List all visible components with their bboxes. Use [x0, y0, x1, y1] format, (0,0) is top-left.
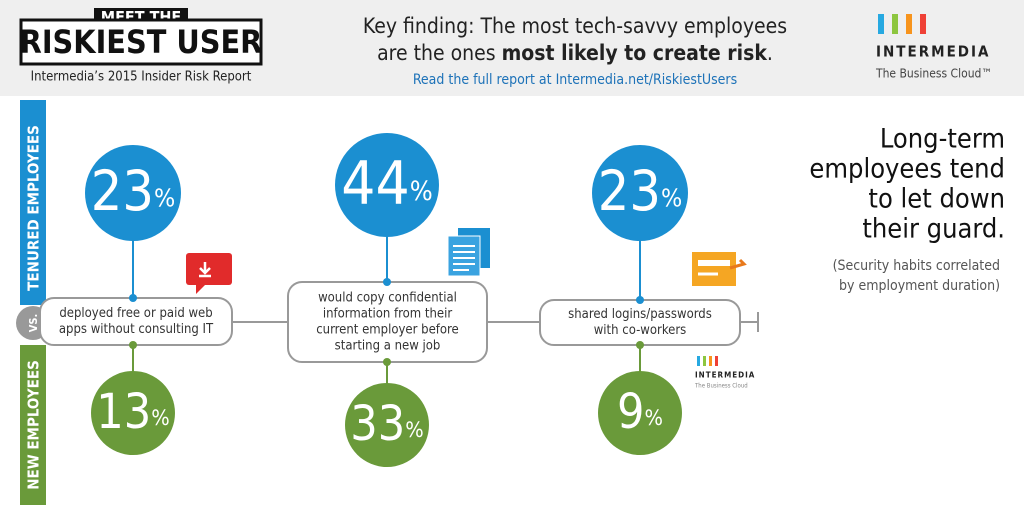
percentage: 13% — [96, 384, 169, 440]
card-icon — [692, 252, 747, 286]
percentage: 23% — [91, 160, 175, 224]
sidebar-note: (Security habits correlated — [833, 258, 1000, 274]
new-circle — [598, 371, 682, 455]
badge-box — [19, 18, 263, 66]
logo-tagline: The Business Cloud™ — [875, 67, 992, 81]
finding-line: are the ones most likely to create risk. — [377, 41, 773, 65]
new-circle — [345, 383, 429, 467]
small-logo-tagline: The Business Cloud — [694, 383, 748, 390]
percentage: 44% — [341, 149, 432, 219]
percentage-value: 23 — [91, 160, 154, 224]
percent-sign: % — [405, 418, 423, 443]
percent-sign: % — [661, 183, 682, 212]
behavior-text: information from their — [323, 307, 453, 322]
dot — [383, 278, 391, 286]
logo-bars — [878, 14, 926, 34]
percentage: 33% — [350, 396, 423, 452]
new-label: NEW EMPLOYEES — [25, 360, 43, 490]
percentage-value: 9 — [617, 384, 644, 440]
percentage-value: 44 — [341, 149, 409, 219]
download-icon — [186, 253, 232, 294]
percentage: 23% — [598, 160, 682, 224]
sidebar-note: by employment duration) — [839, 278, 1000, 294]
percentage-value: 33 — [350, 396, 405, 452]
dot — [636, 341, 644, 349]
vs-label: VS. — [27, 314, 40, 333]
dot — [129, 341, 137, 349]
percent-sign: % — [645, 406, 663, 431]
behavior-text: would copy confidential — [318, 291, 457, 306]
behavior-text: deployed free or paid web — [59, 306, 212, 321]
document-icon — [447, 228, 490, 277]
new-bar — [20, 345, 46, 505]
behavior-text: current employer before — [316, 323, 459, 338]
tenured-circle — [335, 133, 439, 237]
sidebar-headline: their guard. — [862, 214, 1005, 245]
new-circle — [91, 371, 175, 455]
percentage-value: 23 — [598, 160, 661, 224]
tenured-label: TENURED EMPLOYEES — [25, 125, 43, 291]
percent-sign: % — [410, 175, 433, 206]
behavior-text: shared logins/passwords — [568, 307, 712, 322]
sidebar-headline: Long-term — [880, 124, 1005, 155]
sidebar-headline: employees tend — [809, 154, 1005, 185]
finding-text: are the ones — [377, 41, 502, 65]
percent-sign: % — [151, 406, 169, 431]
badge-title: RISKIEST USER — [20, 23, 263, 61]
small-logo-bars — [697, 356, 718, 366]
finding-line: Key finding: The most tech-savvy employe… — [363, 14, 787, 38]
percentage-value: 13 — [96, 384, 151, 440]
tenured-circle — [592, 145, 688, 241]
badge-subtitle: Intermedia’s 2015 Insider Risk Report — [31, 70, 252, 85]
finding-text: . — [767, 41, 773, 65]
tenured-circle — [85, 145, 181, 241]
behavior-text: with co-workers — [594, 323, 687, 338]
percent-sign: % — [154, 183, 175, 212]
logo-name: INTERMEDIA — [876, 43, 990, 61]
finding-bold: most likely to create risk — [502, 41, 768, 65]
small-logo-name: INTERMEDIA — [695, 371, 755, 380]
sidebar-headline: to let down — [868, 184, 1005, 215]
behavior-text: apps without consulting IT — [59, 322, 214, 337]
dot — [636, 296, 644, 304]
report-link[interactable]: Read the full report at Intermedia.net/R… — [413, 72, 737, 88]
behavior-text: starting a new job — [335, 339, 441, 354]
tenured-bar — [20, 100, 46, 305]
percentage: 9% — [617, 384, 663, 440]
dot — [383, 358, 391, 366]
dot — [129, 294, 137, 302]
